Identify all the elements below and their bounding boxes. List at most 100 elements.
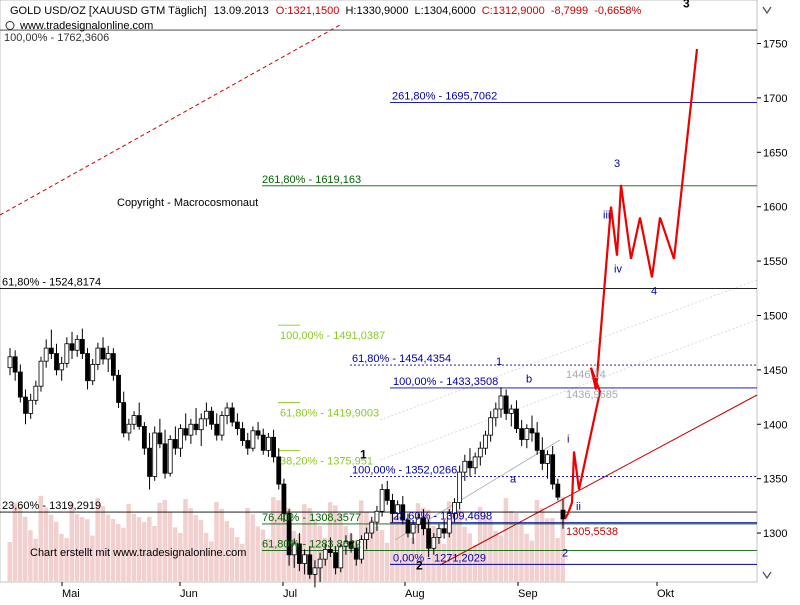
candle-body[interactable] bbox=[17, 371, 23, 398]
candle-body[interactable] bbox=[178, 428, 183, 449]
candle-body[interactable] bbox=[203, 410, 209, 420]
candle-body[interactable] bbox=[390, 500, 395, 514]
candle-body[interactable] bbox=[384, 489, 390, 501]
candle-body[interactable] bbox=[343, 541, 349, 547]
candle-body[interactable] bbox=[503, 395, 509, 414]
candle-body[interactable] bbox=[235, 421, 240, 430]
candle-body[interactable] bbox=[43, 347, 49, 362]
candle-body[interactable] bbox=[209, 410, 214, 425]
candle-body[interactable] bbox=[291, 543, 297, 556]
candle-body[interactable] bbox=[260, 434, 266, 451]
candle-body[interactable] bbox=[188, 423, 194, 436]
candle-body[interactable] bbox=[276, 456, 282, 485]
candle-body[interactable] bbox=[483, 434, 488, 449]
candle-body[interactable] bbox=[7, 356, 13, 369]
candle-body[interactable] bbox=[524, 428, 530, 440]
candle-body[interactable] bbox=[317, 558, 323, 569]
candle-body[interactable] bbox=[23, 396, 28, 414]
candle-body[interactable] bbox=[322, 548, 328, 560]
candle-body[interactable] bbox=[519, 428, 525, 440]
candle-body[interactable] bbox=[338, 545, 344, 569]
candle-body[interactable] bbox=[266, 436, 271, 451]
candle-body[interactable] bbox=[219, 415, 225, 436]
candle-body[interactable] bbox=[534, 432, 540, 451]
candle-body[interactable] bbox=[410, 523, 416, 534]
scroll-up-icon[interactable] bbox=[762, 6, 772, 15]
candle-body[interactable] bbox=[240, 428, 245, 441]
candle-body[interactable] bbox=[162, 443, 168, 474]
scroll-down-icon[interactable] bbox=[762, 571, 772, 580]
candle-body[interactable] bbox=[467, 460, 473, 469]
projection-line[interactable] bbox=[564, 48, 699, 520]
candle-body[interactable] bbox=[245, 440, 251, 449]
candle-body[interactable] bbox=[379, 489, 385, 512]
candle-body[interactable] bbox=[33, 385, 39, 401]
candle-body[interactable] bbox=[172, 439, 178, 449]
plot-area[interactable] bbox=[0, 0, 758, 583]
candle-body[interactable] bbox=[131, 415, 137, 425]
candle-body[interactable] bbox=[271, 436, 276, 458]
candle-body[interactable] bbox=[348, 541, 354, 549]
candle-body[interactable] bbox=[328, 548, 333, 554]
candle-body[interactable] bbox=[488, 417, 494, 436]
candle-body[interactable] bbox=[141, 426, 147, 449]
candle-body[interactable] bbox=[281, 483, 287, 514]
candle-body[interactable] bbox=[446, 513, 452, 534]
candle-body[interactable] bbox=[560, 509, 566, 520]
candle-body[interactable] bbox=[12, 356, 18, 373]
candle-body[interactable] bbox=[147, 447, 152, 477]
candle-body[interactable] bbox=[255, 430, 261, 436]
candle-body[interactable] bbox=[359, 539, 364, 560]
candle-body[interactable] bbox=[54, 353, 59, 371]
candle-body[interactable] bbox=[452, 502, 457, 514]
candle-body[interactable] bbox=[74, 339, 80, 351]
candle-body[interactable] bbox=[441, 528, 447, 534]
candle-body[interactable] bbox=[59, 362, 65, 371]
candle-body[interactable] bbox=[48, 347, 54, 354]
candle-body[interactable] bbox=[229, 407, 235, 423]
candle-body[interactable] bbox=[400, 504, 406, 521]
candle-body[interactable] bbox=[312, 567, 318, 575]
candle-body[interactable] bbox=[508, 408, 514, 414]
candle-body[interactable] bbox=[333, 552, 338, 569]
candle-body[interactable] bbox=[545, 454, 550, 464]
candle-body[interactable] bbox=[79, 339, 85, 354]
candle-body[interactable] bbox=[539, 449, 545, 464]
candle-body[interactable] bbox=[415, 517, 421, 525]
candle-body[interactable] bbox=[167, 439, 173, 474]
candle-body[interactable] bbox=[69, 343, 75, 351]
candle-body[interactable] bbox=[126, 423, 132, 434]
candle-body[interactable] bbox=[353, 547, 359, 560]
candle-body[interactable] bbox=[38, 360, 44, 387]
candle-body[interactable] bbox=[302, 554, 307, 564]
candle-body[interactable] bbox=[250, 430, 256, 449]
candle-body[interactable] bbox=[436, 528, 442, 538]
candle-body[interactable] bbox=[307, 554, 313, 575]
candle-body[interactable] bbox=[555, 483, 561, 498]
candle-body[interactable] bbox=[136, 415, 142, 427]
candle-body[interactable] bbox=[498, 395, 504, 410]
candle-body[interactable] bbox=[477, 447, 483, 458]
candle-body[interactable] bbox=[431, 536, 437, 549]
candle-body[interactable] bbox=[157, 432, 163, 445]
candle-body[interactable] bbox=[457, 471, 463, 503]
candle-body[interactable] bbox=[214, 423, 220, 436]
candle-body[interactable] bbox=[514, 408, 519, 430]
candle-body[interactable] bbox=[28, 399, 34, 414]
candle-body[interactable] bbox=[462, 460, 468, 473]
candle-body[interactable] bbox=[105, 353, 111, 360]
candle-body[interactable] bbox=[364, 532, 370, 540]
candle-body[interactable] bbox=[85, 353, 90, 382]
candle-body[interactable] bbox=[224, 407, 230, 416]
candle-body[interactable] bbox=[493, 408, 499, 419]
candle-body[interactable] bbox=[64, 343, 70, 364]
candle-body[interactable] bbox=[286, 513, 292, 556]
candle-body[interactable] bbox=[297, 543, 302, 564]
candle-body[interactable] bbox=[183, 428, 189, 436]
candle-body[interactable] bbox=[152, 432, 158, 477]
candle-body[interactable] bbox=[100, 347, 106, 360]
trend-line-dashed[interactable] bbox=[0, 24, 341, 216]
candle-body[interactable] bbox=[198, 418, 204, 431]
candle-body[interactable] bbox=[95, 347, 101, 365]
candle-body[interactable] bbox=[193, 423, 199, 431]
